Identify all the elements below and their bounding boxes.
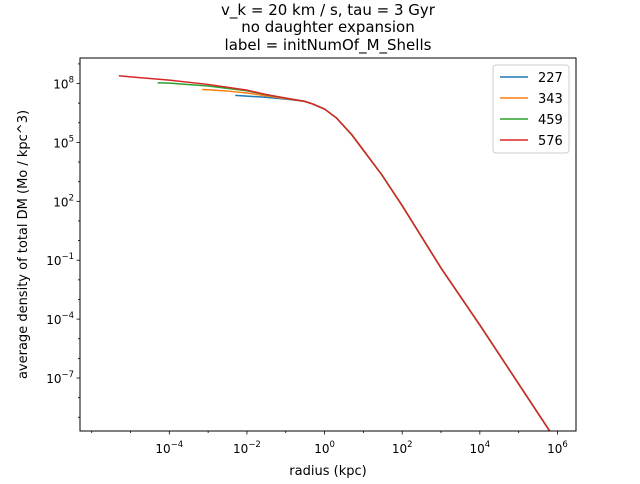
- chart-title-line-1: v_k = 20 km / s, tau = 3 Gyr: [221, 1, 436, 20]
- x-tick-label: 100: [314, 440, 335, 456]
- series-line-576: [118, 74, 551, 431]
- axes-frame: [79, 57, 577, 432]
- chart-title: v_k = 20 km / s, tau = 3 Gyr no daughter…: [221, 1, 436, 55]
- y-tick-label: 10−1: [46, 252, 74, 268]
- x-axis-label: radius (kpc): [289, 464, 366, 479]
- chart-title-line-3: label = initNumOf_M_Shells: [225, 36, 432, 55]
- x-tick-label: 10−4: [155, 440, 183, 456]
- legend: 227 343 459 576: [492, 64, 570, 154]
- y-tick-label: 102: [53, 193, 74, 209]
- x-tick-label: 104: [469, 440, 490, 456]
- legend-label-576: 576: [538, 134, 563, 149]
- y-axis-ticks: 10−7 10−4 10−1 102 105 108: [46, 63, 80, 418]
- x-tick-label: 10−2: [233, 440, 261, 456]
- legend-frame: [492, 64, 570, 154]
- y-tick-label: 10−7: [46, 370, 74, 386]
- legend-label-343: 343: [538, 92, 563, 107]
- x-tick-label: 106: [547, 440, 568, 456]
- y-axis-label: average density of total DM (Mo / kpc^3): [16, 110, 31, 379]
- plot-area: [118, 74, 551, 431]
- y-tick-label: 105: [53, 134, 74, 150]
- legend-label-227: 227: [538, 71, 563, 86]
- y-tick-label: 10−4: [46, 311, 74, 327]
- chart-title-line-2: no daughter expansion: [241, 18, 414, 36]
- y-tick-label: 108: [53, 76, 74, 92]
- x-axis-ticks: 10−4 10−2 100 102 104 106: [91, 431, 568, 456]
- legend-label-459: 459: [538, 113, 563, 128]
- x-tick-label: 102: [392, 440, 413, 456]
